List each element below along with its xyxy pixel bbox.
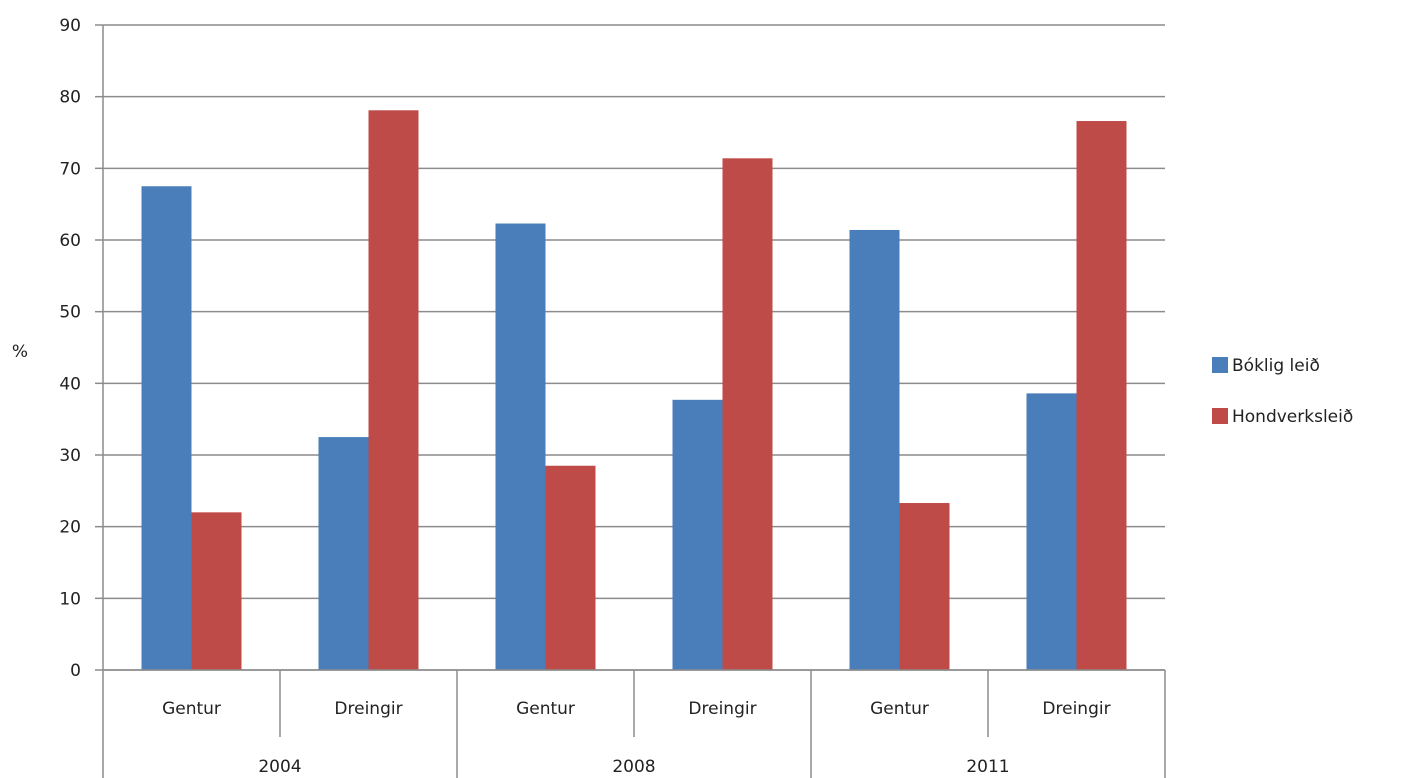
y-tick-label: 60 — [59, 231, 81, 251]
legend-label: Bóklig leið — [1232, 356, 1320, 376]
y-tick-label: 30 — [59, 446, 81, 466]
category-label: Gentur — [162, 699, 221, 719]
legend-swatch — [1212, 408, 1228, 424]
group-label: 2011 — [966, 757, 1009, 777]
category-label: Dreingir — [688, 699, 756, 719]
y-tick-label: 40 — [59, 374, 81, 394]
bar-boklig — [672, 399, 723, 670]
y-tick-label: 10 — [59, 589, 81, 609]
bar-boklig — [141, 186, 192, 670]
category-label: Gentur — [870, 699, 929, 719]
category-label: Dreingir — [334, 699, 402, 719]
y-tick-label: 70 — [59, 159, 81, 179]
bar-hondverks — [1076, 121, 1127, 671]
y-axis-label: % — [12, 342, 28, 362]
bar-hondverks — [545, 465, 596, 670]
bar-boklig — [1026, 393, 1077, 670]
bar-hondverks — [899, 503, 950, 670]
legend-swatch — [1212, 357, 1228, 373]
group-label: 2004 — [258, 757, 301, 777]
bar-boklig — [495, 223, 546, 670]
bar-boklig — [849, 229, 900, 670]
axes: 0 10 20 30 40 50 60 70 80 90 Gentur Dreingir Gentur D… — [59, 16, 1166, 778]
y-tick-label: 50 — [59, 303, 81, 323]
y-tick-label: 0 — [70, 661, 81, 681]
bar-hondverks — [368, 110, 419, 671]
gridlines — [103, 24, 1165, 671]
bar-hondverks — [191, 512, 242, 670]
group-label: 2008 — [612, 757, 655, 777]
bar-boklig — [318, 437, 369, 670]
y-tick-label: 80 — [59, 88, 81, 108]
legend-label: Hondverksleið — [1232, 407, 1353, 427]
legend: Bóklig leið Hondverksleið — [1212, 356, 1353, 427]
y-tick-label: 90 — [59, 16, 81, 36]
bar-hondverks — [722, 158, 773, 671]
category-label: Gentur — [516, 699, 575, 719]
category-label: Dreingir — [1042, 699, 1110, 719]
y-tick-label: 20 — [59, 518, 81, 538]
bars — [141, 110, 1127, 671]
